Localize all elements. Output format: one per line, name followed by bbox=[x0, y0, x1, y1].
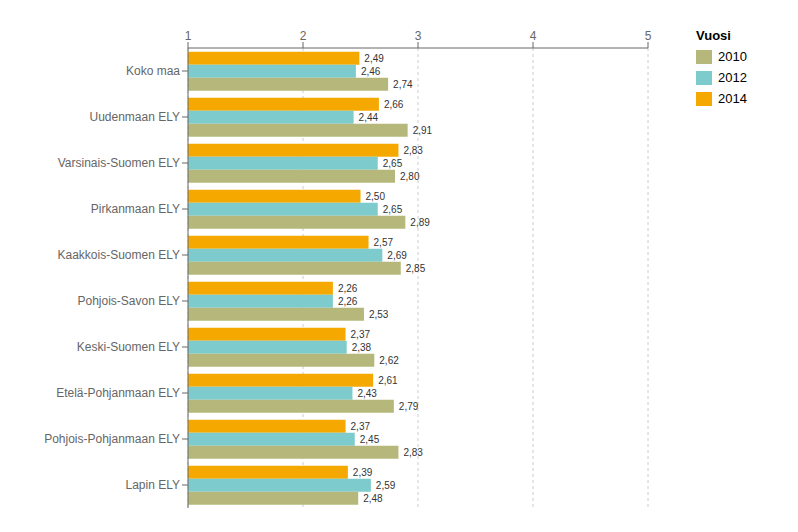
html-text:Vuosi: Vuosi bbox=[696, 28, 731, 43]
svg-text:2,43: 2,43 bbox=[357, 388, 377, 399]
svg-text:2,26: 2,26 bbox=[338, 283, 358, 294]
html-text:2012: 2012 bbox=[718, 70, 747, 85]
svg-text:2,74: 2,74 bbox=[393, 79, 413, 90]
svg-text:2,50: 2,50 bbox=[366, 191, 386, 202]
svg-text:Pohjois-Savon ELY: Pohjois-Savon ELY bbox=[77, 294, 180, 308]
svg-text:2,57: 2,57 bbox=[374, 237, 394, 248]
svg-text:2,65: 2,65 bbox=[383, 158, 403, 169]
svg-text:2,91: 2,91 bbox=[413, 125, 433, 136]
html-text:2014: 2014 bbox=[718, 91, 747, 106]
svg-text:Keski-Suomen ELY: Keski-Suomen ELY bbox=[77, 340, 180, 354]
svg-text:2,69: 2,69 bbox=[387, 250, 407, 261]
svg-text:2,49: 2,49 bbox=[364, 53, 384, 64]
svg-text:2: 2 bbox=[300, 29, 307, 43]
svg-text:2,66: 2,66 bbox=[384, 99, 404, 110]
svg-text:2,65: 2,65 bbox=[383, 204, 403, 215]
svg-text:Kaakkois-Suomen ELY: Kaakkois-Suomen ELY bbox=[57, 248, 180, 262]
svg-text:Lapin ELY: Lapin ELY bbox=[126, 478, 181, 492]
svg-text:2,79: 2,79 bbox=[399, 401, 419, 412]
svg-text:2,62: 2,62 bbox=[379, 355, 399, 366]
svg-text:1: 1 bbox=[185, 29, 192, 43]
svg-text:2,37: 2,37 bbox=[351, 329, 371, 340]
svg-text:5: 5 bbox=[645, 29, 652, 43]
svg-text:2,44: 2,44 bbox=[359, 112, 379, 123]
svg-text:2,80: 2,80 bbox=[400, 171, 420, 182]
svg-text:2,48: 2,48 bbox=[363, 493, 383, 504]
svg-text:2,59: 2,59 bbox=[376, 480, 396, 491]
svg-text:2,46: 2,46 bbox=[361, 66, 381, 77]
svg-text:Varsinais-Suomen ELY: Varsinais-Suomen ELY bbox=[58, 156, 180, 170]
svg-text:2,85: 2,85 bbox=[406, 263, 426, 274]
svg-text:3: 3 bbox=[415, 29, 422, 43]
svg-text:Pirkanmaan ELY: Pirkanmaan ELY bbox=[91, 202, 180, 216]
svg-text:Uudenmaan ELY: Uudenmaan ELY bbox=[89, 110, 180, 124]
svg-text:2,53: 2,53 bbox=[369, 309, 389, 320]
svg-text:2,26: 2,26 bbox=[338, 296, 358, 307]
svg-text:Pohjois-Pohjanmaan ELY: Pohjois-Pohjanmaan ELY bbox=[44, 432, 180, 446]
svg-text:2,37: 2,37 bbox=[351, 421, 371, 432]
svg-text:4: 4 bbox=[530, 29, 537, 43]
svg-text:Etelä-Pohjanmaan ELY: Etelä-Pohjanmaan ELY bbox=[56, 386, 180, 400]
html-text:2010: 2010 bbox=[718, 49, 747, 64]
svg-text:2,61: 2,61 bbox=[378, 375, 398, 386]
svg-text:2,83: 2,83 bbox=[403, 145, 423, 156]
svg-text:2,45: 2,45 bbox=[360, 434, 380, 445]
svg-text:2,89: 2,89 bbox=[410, 217, 430, 228]
svg-text:2,83: 2,83 bbox=[403, 447, 423, 458]
svg-text:Koko maa: Koko maa bbox=[126, 64, 180, 78]
svg-text:2,38: 2,38 bbox=[352, 342, 372, 353]
svg-text:2,39: 2,39 bbox=[353, 467, 373, 478]
